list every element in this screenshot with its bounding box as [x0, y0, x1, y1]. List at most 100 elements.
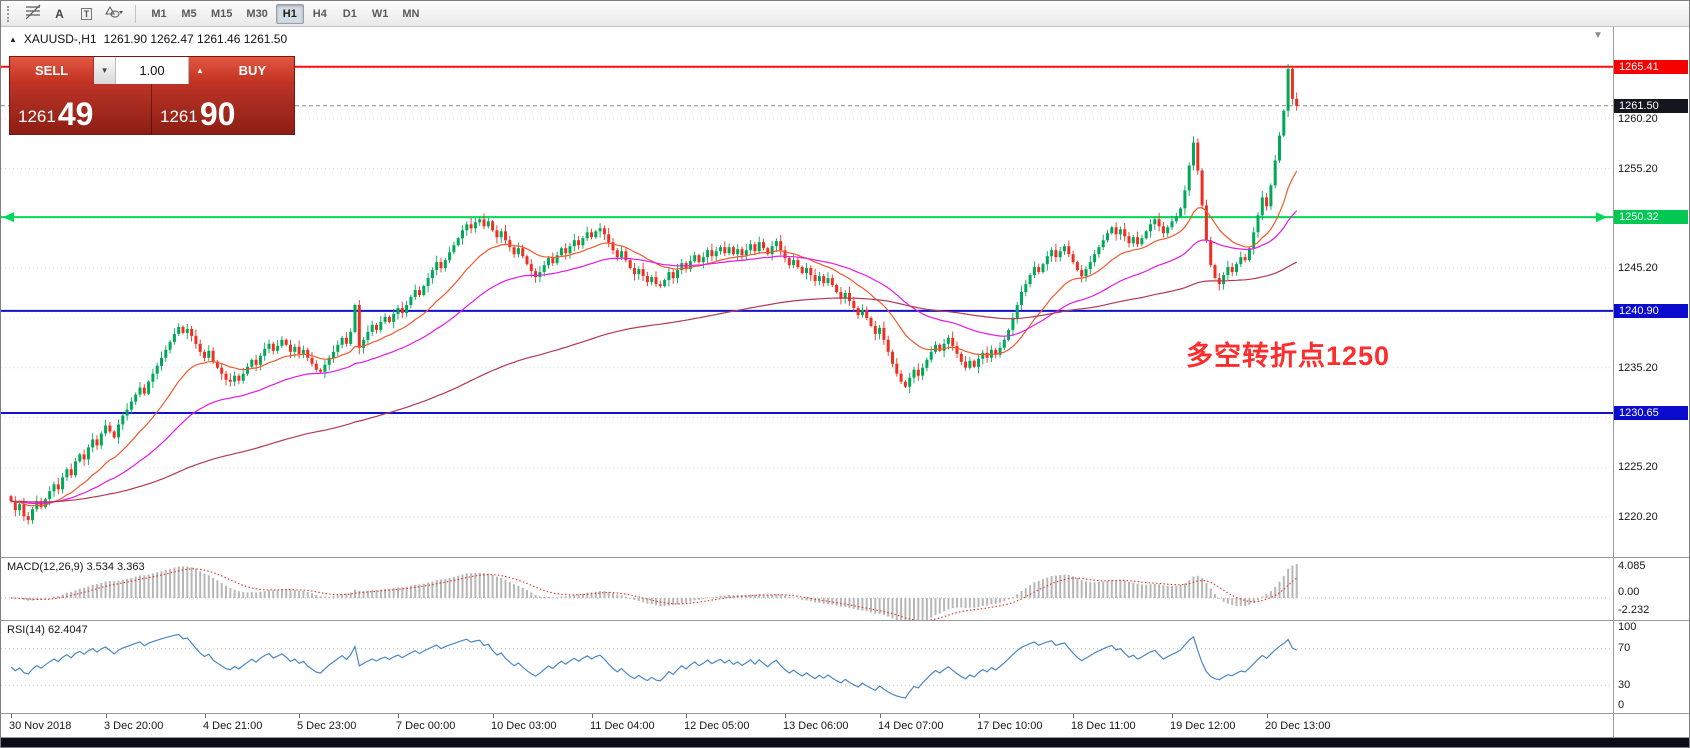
- price-axis-label: 1230.65: [1614, 406, 1688, 420]
- one-click-trading-panel: SELL ▼ ▲ BUY 1261 49 1261 90: [9, 56, 295, 135]
- price-chart-canvas[interactable]: [1, 27, 1613, 557]
- pane-separator: [1, 737, 1689, 738]
- pane-separator[interactable]: [1, 713, 1689, 714]
- ohlc-info: ▲ XAUUSD-,H1 1261.90 1262.47 1261.46 126…: [9, 32, 287, 46]
- time-axis-tick: [493, 714, 494, 718]
- ask-price[interactable]: 1261 90: [152, 84, 294, 134]
- toolbar-grip[interactable]: [7, 5, 13, 22]
- volume-input[interactable]: [116, 57, 188, 84]
- pane-separator[interactable]: [1, 620, 1689, 621]
- price-axis-separator[interactable]: [1613, 27, 1614, 738]
- price-axis-label: 1261.50: [1614, 99, 1688, 113]
- label-icon: T: [80, 7, 93, 20]
- ohlc-values: 1261.90 1262.47 1261.46 1261.50: [103, 32, 288, 46]
- bottom-scrollbar[interactable]: [1, 738, 1689, 747]
- volume-dropdown-button[interactable]: ▼: [93, 57, 116, 84]
- shapes-icon: [104, 5, 123, 22]
- rsi-canvas[interactable]: [1, 621, 1613, 713]
- time-axis-label: 20 Dec 13:00: [1265, 720, 1331, 732]
- time-axis-tick: [880, 714, 881, 718]
- timeframe-button-mn[interactable]: MN: [396, 4, 425, 24]
- timeframe-button-m30[interactable]: M30: [240, 4, 273, 24]
- shapes-tool-button[interactable]: [101, 4, 126, 24]
- price-axis-label: 1250.32: [1614, 210, 1688, 224]
- pane-separator[interactable]: [1, 557, 1689, 558]
- macd-axis-label: 0.00: [1618, 586, 1640, 598]
- ask-main-digits: 1261: [160, 107, 198, 126]
- time-axis-label: 13 Dec 06:00: [783, 720, 849, 732]
- time-axis-tick: [205, 714, 206, 718]
- time-axis-tick: [785, 714, 786, 718]
- bid-main-digits: 1261: [18, 107, 56, 126]
- time-axis-label: 12 Dec 05:00: [684, 720, 750, 732]
- rsi-axis-label: 0: [1618, 699, 1625, 711]
- macd-canvas[interactable]: [1, 558, 1613, 624]
- timeframe-button-h4[interactable]: H4: [306, 4, 334, 24]
- time-axis-tick: [398, 714, 399, 718]
- price-axis-label: 1220.20: [1618, 511, 1658, 523]
- macd-label: MACD(12,26,9) 3.534 3.363: [7, 561, 145, 573]
- time-axis-tick: [1073, 714, 1074, 718]
- timeframe-bar: M1 M5 M15 M30 H1 H4 D1 W1 MN: [145, 3, 427, 24]
- rsi-axis-label: 70: [1618, 642, 1631, 654]
- time-axis-tick: [11, 714, 12, 718]
- time-axis-tick: [299, 714, 300, 718]
- chart-annotation-text: 多空转折点1250: [1186, 341, 1391, 371]
- time-axis-label: 7 Dec 00:00: [396, 720, 456, 732]
- volume-increase-button[interactable]: ▲: [188, 57, 211, 84]
- buy-button[interactable]: BUY: [210, 57, 294, 84]
- chevron-down-icon: ▼: [100, 66, 109, 75]
- macd-pane[interactable]: [1, 558, 1613, 624]
- timeframe-button-d1[interactable]: D1: [336, 4, 364, 24]
- fibonacci-tool-button[interactable]: [20, 4, 45, 24]
- timeframe-button-w1[interactable]: W1: [366, 4, 395, 24]
- time-axis-tick: [1172, 714, 1173, 718]
- time-axis-label: 30 Nov 2018: [9, 720, 72, 732]
- timeframe-button-m1[interactable]: M1: [145, 4, 173, 24]
- toolbar: A T M1 M5 M15 M30 H1 H4 D1 W1 MN: [1, 1, 1689, 27]
- time-axis-tick: [979, 714, 980, 718]
- time-axis-label: 4 Dec 21:00: [203, 720, 263, 732]
- text-label-tool-button[interactable]: T: [74, 4, 99, 24]
- chevron-up-icon: ▲: [195, 66, 204, 75]
- text-tool-button[interactable]: A: [47, 4, 72, 24]
- rsi-label: RSI(14) 62.4047: [7, 624, 88, 636]
- rsi-axis-label: 100: [1618, 621, 1637, 633]
- time-axis-label: 18 Dec 11:00: [1071, 720, 1136, 732]
- price-axis-label: 1245.20: [1618, 262, 1658, 274]
- fibonacci-icon: [25, 4, 41, 23]
- toolbar-separator: [135, 4, 136, 23]
- price-chart-pane[interactable]: [1, 27, 1613, 557]
- time-axis-label: 14 Dec 07:00: [878, 720, 944, 732]
- symbol-name: XAUUSD-,H1: [23, 32, 97, 46]
- time-axis-label: 11 Dec 04:00: [590, 720, 655, 732]
- bid-price[interactable]: 1261 49: [10, 84, 152, 134]
- time-axis-tick: [106, 714, 107, 718]
- price-axis-label: 1265.41: [1614, 60, 1688, 74]
- sell-button[interactable]: SELL: [10, 57, 94, 84]
- rsi-axis-label: 30: [1618, 679, 1631, 691]
- time-axis-tick: [592, 714, 593, 718]
- time-axis-tick: [1267, 714, 1268, 718]
- timeframe-button-m5[interactable]: M5: [175, 4, 203, 24]
- time-axis-label: 10 Dec 03:00: [491, 720, 557, 732]
- time-axis-label: 17 Dec 10:00: [977, 720, 1043, 732]
- price-axis-label: 1240.90: [1614, 304, 1688, 318]
- timeframe-button-m15[interactable]: M15: [205, 4, 238, 24]
- symbol-marker-icon: ▲: [9, 34, 17, 44]
- time-axis-label: 19 Dec 12:00: [1170, 720, 1236, 732]
- price-axis-label: 1225.20: [1618, 461, 1658, 473]
- text-icon: A: [55, 6, 64, 21]
- chart-scroll-marker-icon[interactable]: ▼: [1593, 30, 1603, 41]
- price-axis-label: 1260.20: [1618, 113, 1658, 125]
- price-axis-label: 1235.20: [1618, 362, 1658, 374]
- ask-pip-digits: 90: [199, 95, 236, 132]
- macd-axis-label: -2.232: [1618, 604, 1650, 616]
- timeframe-button-h1[interactable]: H1: [275, 3, 304, 24]
- time-axis-label: 5 Dec 23:00: [297, 720, 357, 732]
- price-axis-label: 1255.20: [1618, 163, 1658, 175]
- rsi-pane[interactable]: [1, 621, 1613, 713]
- bid-pip-digits: 49: [57, 95, 94, 132]
- time-axis-label: 3 Dec 20:00: [104, 720, 164, 732]
